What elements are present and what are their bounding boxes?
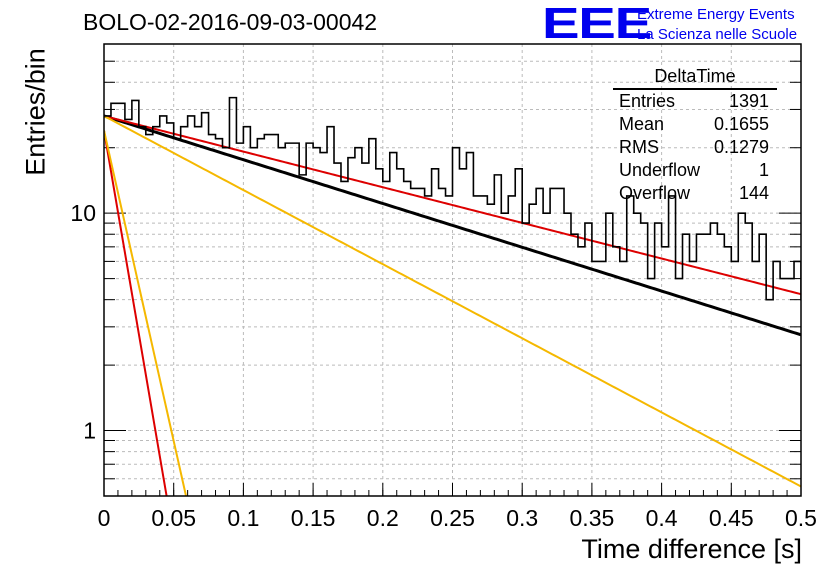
histogram-outline <box>104 96 801 301</box>
stats-row-entries: Entries 1391 <box>613 90 777 113</box>
eee-logo-mark: EEE <box>542 0 652 48</box>
stats-box: DeltaTime Entries 1391 Mean 0.1655 RMS 0… <box>613 64 777 205</box>
x-tick-label: 0 <box>98 505 111 531</box>
y-tick-label: 1 <box>83 418 96 444</box>
x-tick-label: 0.3 <box>506 505 538 531</box>
fit-curves <box>104 114 801 496</box>
y-tick-label: 10 <box>70 200 96 226</box>
stats-label: Underflow <box>619 160 701 180</box>
x-tick-label: 0.2 <box>367 505 399 531</box>
stats-value: 1 <box>758 160 769 180</box>
stats-row-overflow: Overflow 144 <box>613 182 777 205</box>
plot-frame <box>103 43 802 497</box>
logo-line-2: La Scienza nelle Scuole <box>637 26 798 43</box>
histogram <box>104 96 801 301</box>
stats-value: 0.1279 <box>713 137 769 157</box>
fit-curve <box>104 115 801 488</box>
stats-row-mean: Mean 0.1655 <box>613 113 777 136</box>
stats-title: DeltaTime <box>613 64 777 90</box>
x-tick-label: 0.45 <box>709 505 754 531</box>
x-tick-labels: 0 0.05 0.1 0.15 0.2 0.25 0.3 0.35 0.4 0.45 0.5 <box>98 505 817 531</box>
fit-curve <box>104 130 168 496</box>
stats-label: Overflow <box>619 183 691 203</box>
fit-curve <box>104 130 188 496</box>
stats-label: Entries <box>619 91 676 111</box>
y-tick-labels: 1 10 <box>70 200 96 443</box>
fit-curve <box>104 114 801 296</box>
logo-line-1: Extreme Energy Events <box>637 6 795 23</box>
stats-row-underflow: Underflow 1 <box>613 159 777 182</box>
fit-curve <box>104 114 801 337</box>
y-axis-label: Entries/bin <box>20 48 51 176</box>
stats-value: 1391 <box>728 91 769 111</box>
stats-row-rms: RMS 0.1279 <box>613 136 777 159</box>
chart-title: BOLO-02-2016-09-03-00042 <box>83 9 378 35</box>
stats-value: 0.1655 <box>713 114 769 134</box>
x-tick-label: 0.5 <box>785 505 817 531</box>
x-tick-label: 0.35 <box>570 505 615 531</box>
x-tick-label: 0.15 <box>291 505 336 531</box>
x-tick-label: 0.25 <box>430 505 475 531</box>
eee-logo: EEE Extreme Energy Events La Scienza nel… <box>540 0 836 48</box>
stats-label: Mean <box>619 114 665 134</box>
x-tick-label: 0.4 <box>646 505 678 531</box>
x-tick-label: 0.1 <box>227 505 259 531</box>
x-axis-label: Time difference [s] <box>581 534 802 564</box>
x-tick-label: 0.05 <box>151 505 196 531</box>
stats-value: 144 <box>738 183 769 203</box>
stats-label: RMS <box>619 137 659 157</box>
